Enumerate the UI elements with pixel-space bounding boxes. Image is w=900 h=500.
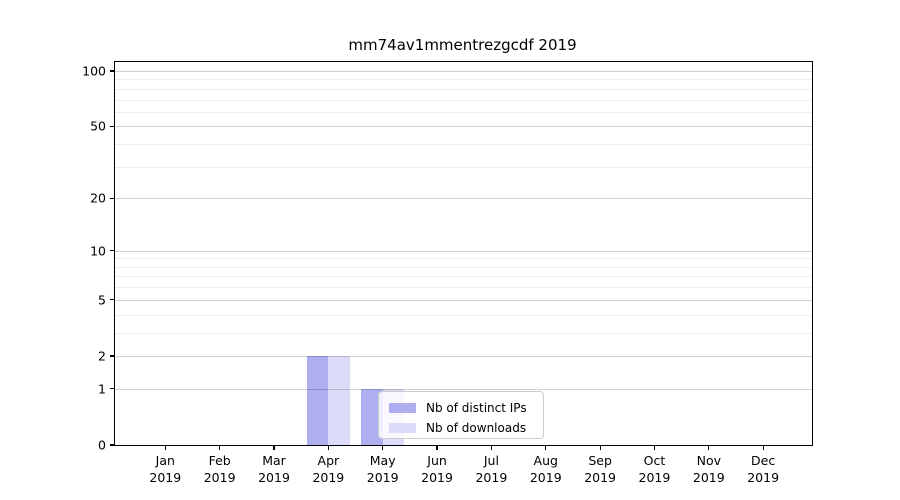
- minor-gridline: [115, 111, 812, 113]
- major-gridline: [115, 299, 812, 301]
- x-tick-mark: [599, 445, 601, 450]
- x-tick-mark: [762, 445, 764, 450]
- y-tick-label: 100: [82, 63, 106, 79]
- minor-gridline: [115, 276, 812, 278]
- major-gridline: [115, 71, 812, 72]
- x-tick-label-dec: Dec 2019: [747, 453, 780, 485]
- y-tick-label: 10: [90, 243, 106, 259]
- y-tick-mark: [110, 125, 115, 127]
- legend-swatch-downloads: [389, 423, 416, 433]
- y-tick-mark: [110, 444, 115, 446]
- x-tick-mark: [653, 445, 656, 450]
- x-tick-label-may: May 2019: [366, 453, 399, 485]
- legend-item-downloads: Nb of downloads: [389, 418, 534, 438]
- legend-label-downloads: Nb of downloads: [426, 421, 527, 435]
- y-tick-mark: [110, 197, 115, 199]
- y-axis: 0 1 2 5 10 20 50 100: [82, 62, 812, 453]
- bar-may-distinct-ips: [361, 388, 383, 445]
- y-tick-mark: [110, 388, 115, 390]
- x-tick-label-feb: Feb 2019: [203, 453, 236, 485]
- x-tick-label-jun: Jun 2019: [421, 453, 453, 485]
- minor-gridline: [115, 258, 812, 260]
- legend: Nb of distinct IPs Nb of downloads: [378, 391, 544, 439]
- x-tick-label-jan: Jan 2019: [149, 453, 182, 485]
- gridlines-layer: [115, 62, 812, 445]
- x-tick-mark: [219, 445, 221, 450]
- chart-title: mm74av1mmentrezgcdf 2019: [348, 36, 577, 54]
- y-tick-label: 20: [90, 190, 106, 206]
- y-tick-mark: [110, 70, 115, 72]
- minor-gridline: [115, 88, 812, 90]
- y-tick-label: 2: [98, 348, 106, 364]
- x-tick-mark: [327, 445, 329, 450]
- x-tick-mark: [708, 445, 710, 450]
- plot-area: 0 1 2 5 10 20 50 100 Jan 2019 Feb 2019 Mar 2019 Apr 20…: [82, 61, 813, 485]
- y-tick-label: 0: [98, 437, 106, 453]
- x-tick-label-sep: Sep 2019: [584, 453, 616, 485]
- y-tick-label: 5: [98, 292, 106, 308]
- y-tick-label: 1: [98, 381, 106, 397]
- minor-gridline: [115, 99, 812, 101]
- x-tick-label-apr: Apr 2019: [312, 453, 345, 485]
- minor-gridline: [115, 314, 812, 316]
- x-tick-mark: [273, 445, 275, 450]
- x-tick-mark: [490, 445, 492, 450]
- legend-swatch-distinct-ips: [389, 403, 416, 413]
- x-tick-label-aug: Aug 2019: [529, 453, 562, 485]
- y-tick-mark: [110, 250, 115, 252]
- x-tick-label-mar: Mar 2019: [258, 453, 290, 485]
- major-gridline: [115, 250, 812, 252]
- x-tick-label-jul: Jul 2019: [475, 453, 508, 485]
- x-tick-mark: [545, 445, 547, 450]
- major-gridline: [115, 198, 812, 200]
- minor-gridline: [115, 166, 812, 168]
- x-tick-mark: [436, 445, 438, 450]
- minor-gridline: [115, 332, 812, 334]
- legend-item-distinct-ips: Nb of distinct IPs: [389, 398, 534, 418]
- bar-apr-downloads: [328, 355, 350, 445]
- minor-gridline: [115, 266, 812, 268]
- minor-gridline: [115, 287, 812, 289]
- bar-apr-distinct-ips: [306, 355, 329, 445]
- x-axis: Jan 2019 Feb 2019 Mar 2019 Apr 2019 May 2019 Jun 20…: [115, 62, 812, 485]
- y-tick-mark: [110, 355, 115, 357]
- major-gridline: [115, 388, 812, 390]
- legend-label-distinct-ips: Nb of distinct IPs: [426, 401, 527, 415]
- x-tick-mark: [164, 445, 166, 450]
- minor-gridline: [115, 144, 812, 146]
- y-tick-mark: [110, 299, 115, 301]
- x-tick-label-oct: Oct 2019: [638, 453, 671, 485]
- major-gridline: [115, 126, 812, 128]
- minor-gridline: [115, 79, 812, 81]
- y-tick-label: 50: [90, 118, 106, 134]
- x-tick-label-nov: Nov 2019: [692, 453, 725, 485]
- x-tick-mark: [382, 445, 384, 450]
- major-gridline: [115, 355, 812, 357]
